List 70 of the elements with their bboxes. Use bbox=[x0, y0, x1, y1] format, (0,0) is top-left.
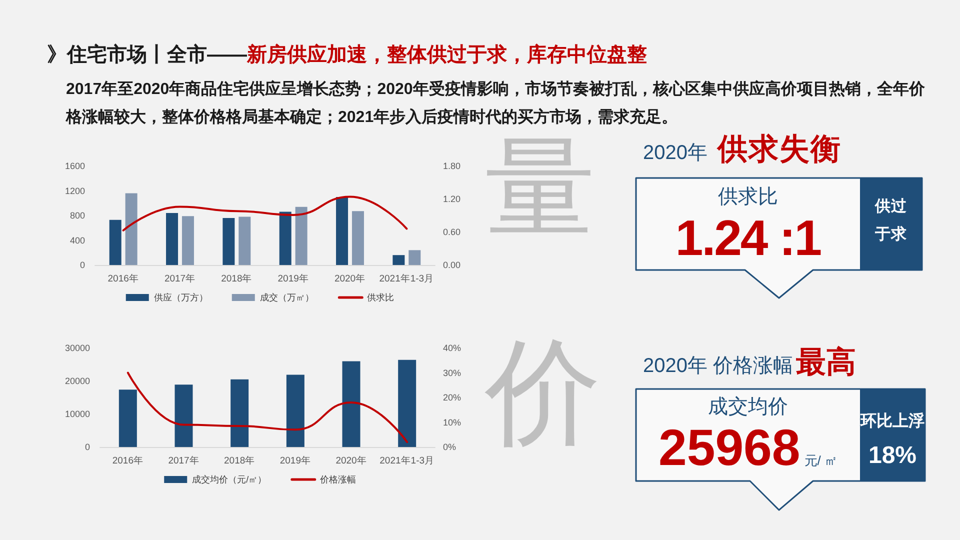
bar bbox=[408, 250, 421, 265]
legend-label: 价格涨幅 bbox=[318, 474, 356, 484]
y-tick-label: 20000 bbox=[64, 376, 90, 386]
y-tick-label: 1200 bbox=[64, 186, 85, 196]
bar bbox=[286, 374, 304, 447]
bar bbox=[392, 255, 405, 265]
text: 1.24 :1 bbox=[675, 210, 821, 266]
x-tick-label: 2020年 bbox=[336, 454, 367, 466]
y2-tick-label: 0% bbox=[443, 442, 456, 452]
legend-label: 供应（万方） bbox=[154, 292, 208, 302]
text: 环比上浮 bbox=[860, 412, 924, 432]
x-tick-label: 2016年 bbox=[112, 454, 144, 466]
y-tick-label: 1600 bbox=[64, 161, 85, 171]
bar bbox=[182, 216, 194, 265]
x-tick-label: 2020年 bbox=[334, 272, 366, 284]
bar bbox=[295, 206, 308, 265]
x-tick-label: 2021年1-3月 bbox=[379, 272, 434, 284]
bar bbox=[125, 193, 138, 265]
bar bbox=[238, 216, 251, 265]
text: 18% bbox=[868, 441, 917, 471]
line-series bbox=[122, 196, 408, 232]
text: 元/ ㎡ bbox=[804, 453, 838, 468]
bar bbox=[279, 212, 292, 265]
text: 成交均价 bbox=[707, 396, 789, 418]
legend-label: 供求比 bbox=[367, 292, 394, 302]
x-tick-label: 2017年 bbox=[168, 454, 200, 466]
line-series bbox=[126, 372, 408, 444]
text: 供求失衡 bbox=[718, 133, 842, 166]
bar bbox=[230, 379, 249, 447]
text: 供求比 bbox=[717, 186, 779, 208]
y2-tick-label: 0.60 bbox=[443, 227, 461, 237]
bar bbox=[109, 220, 122, 265]
text: 最高 bbox=[796, 346, 856, 379]
bar bbox=[222, 218, 235, 265]
text: 供过于求 bbox=[875, 197, 907, 245]
y2-tick-label: 40% bbox=[443, 343, 462, 353]
y2-tick-label: 30% bbox=[443, 368, 462, 378]
legend-label: 成交均价（元/㎡） bbox=[192, 474, 267, 484]
y-tick-label: 800 bbox=[70, 210, 85, 220]
x-tick-label: 2016年 bbox=[108, 272, 139, 284]
text: 2020年 bbox=[643, 142, 708, 164]
y2-tick-label: 20% bbox=[443, 392, 462, 402]
bar bbox=[118, 390, 137, 447]
x-tick-label: 2021年1-3月 bbox=[380, 454, 435, 466]
y2-tick-label: 1.20 bbox=[443, 194, 461, 204]
y-tick-label: 30000 bbox=[64, 343, 90, 353]
x-tick-label: 2019年 bbox=[280, 454, 311, 466]
text: 新房供应加速，整体供过于求，库存中位盘整 bbox=[247, 44, 647, 66]
text: 2020年 价格涨幅 bbox=[643, 355, 794, 377]
legend-label: 成交（万㎡） bbox=[260, 292, 314, 302]
bar bbox=[352, 211, 364, 265]
x-tick-label: 2017年 bbox=[164, 272, 196, 284]
y-tick-label: 0 bbox=[80, 260, 85, 270]
text: 2017年至2020年商品住宅供应呈增长态势；2020年受疫情影响，市场节奏被打乱，核心区集中供应高价项目热销，全年价格涨幅较大，整体价格格局基本确定；2021年步入后疫情时代的买方市场，需求充足。 bbox=[66, 79, 926, 128]
y-tick-label: 400 bbox=[70, 235, 85, 246]
text: 25968 bbox=[658, 419, 800, 476]
y-tick-label: 0 bbox=[84, 442, 90, 452]
y2-tick-label: 1.80 bbox=[443, 161, 461, 171]
y-tick-label: 10000 bbox=[64, 409, 90, 419]
bar bbox=[398, 360, 416, 447]
bar bbox=[342, 361, 360, 447]
x-tick-label: 2019年 bbox=[278, 272, 309, 284]
y2-tick-label: 0.00 bbox=[443, 260, 461, 270]
text: 》住宅市场丨全市—— bbox=[47, 44, 247, 66]
x-tick-label: 2018年 bbox=[224, 454, 256, 466]
y2-tick-label: 10% bbox=[443, 417, 462, 428]
bar bbox=[174, 384, 193, 447]
bar bbox=[336, 196, 348, 265]
bar bbox=[166, 213, 178, 265]
x-tick-label: 2018年 bbox=[221, 272, 252, 284]
